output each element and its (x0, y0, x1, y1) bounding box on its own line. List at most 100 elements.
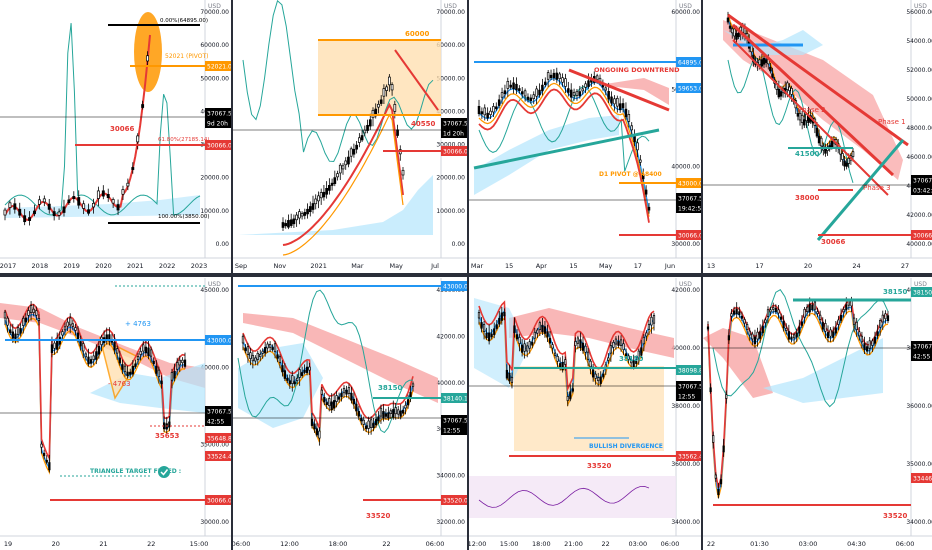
p8-candle (706, 326, 710, 330)
currency-label: USD (914, 3, 927, 10)
p3-candle (546, 72, 550, 80)
p5-candle (42, 453, 46, 457)
p7-candle (650, 316, 653, 326)
p1-candle (106, 194, 110, 199)
phase-2-line (731, 23, 895, 177)
x-tick-label: Apr (536, 262, 548, 270)
rsi-panel-bg (469, 476, 676, 518)
p2-candle (322, 191, 326, 198)
chart-panel-6[interactable]: 45000.0042000.0040000.0036000.0034000.00… (233, 278, 467, 550)
p2-candle (355, 144, 358, 150)
p5-candle (176, 362, 179, 370)
resistance-price-tag-text: 38150.00 (913, 290, 932, 297)
p8-candle (855, 321, 858, 330)
red-ma-line (4, 303, 186, 462)
p2-candle (379, 99, 383, 104)
p6-candle (261, 350, 264, 354)
chart-panel-4[interactable]: 56000.00 54000.00 52000.00 50000.00 48000.00… (703, 0, 932, 272)
p5-candle (144, 346, 148, 354)
currency-label: USD (444, 3, 457, 10)
p6-candle (296, 377, 299, 381)
chart-panel-7[interactable]: 42000.00 40000.00 38000.00 36000.00 34000.00… (469, 278, 702, 550)
countdown-tag-text: 42:55 (207, 419, 224, 426)
p6-candle (387, 412, 390, 419)
p7-candle (640, 347, 643, 356)
p6-candle (411, 383, 415, 387)
p5-candle (50, 344, 54, 353)
p1-candle (87, 209, 91, 214)
p5-candle (71, 323, 74, 327)
orange-range-box (318, 40, 441, 115)
p4-candle (758, 59, 762, 66)
p3-candle (552, 72, 556, 78)
p5-candle (3, 311, 7, 319)
support-label: 30066 (821, 238, 845, 246)
p5-candle (97, 345, 101, 355)
p8-candle (725, 394, 728, 399)
y-tick-label: 34000.00 (671, 519, 700, 526)
currency-label: USD (679, 281, 692, 288)
x-tick-label: 22 (707, 540, 715, 548)
p1-candle (42, 198, 46, 203)
countdown-tag (441, 425, 467, 435)
red-ma-line (282, 102, 404, 246)
p8-candle (879, 320, 882, 328)
chart-panel-5[interactable]: 45000.00 40000.00 35000.00 30000.00 19 20 21 22… (0, 278, 231, 550)
x-tick-label: Mar (471, 262, 484, 270)
p4-candle (779, 91, 783, 97)
chart-panel-1[interactable]: 70000.0060000.0050000.0040000.0030000.00… (0, 0, 231, 272)
p3-candle (523, 90, 527, 97)
p7-candle (564, 359, 567, 365)
p6-candle (298, 369, 301, 378)
p3-candle (480, 111, 484, 115)
p4-candle (843, 160, 846, 167)
x-tick-label: 01:30 (750, 540, 769, 548)
y-tick-label: 70000.00 (436, 9, 465, 16)
chart-panel-3[interactable]: 60000.0050000.0040000.0030000.00Mar15Apr… (469, 0, 702, 272)
p8-candle (730, 313, 733, 317)
p6-candle (350, 392, 353, 401)
y-tick-label: 50000.00 (436, 75, 465, 82)
p6-candle (305, 366, 309, 373)
p6-candle (337, 396, 341, 400)
p8-candle (777, 309, 780, 314)
p7-candle (515, 334, 519, 340)
chart-panel-2[interactable]: 70000.00 60000.00 50000.00 40000.00 30000.00… (233, 0, 467, 272)
p3-candle (584, 83, 587, 88)
x-tick-label: 27 (901, 262, 909, 270)
x-tick-label: Sep (235, 262, 247, 270)
p2-candle (325, 188, 328, 195)
y-tick-label: 60000.00 (671, 9, 700, 16)
p6-candle (355, 403, 358, 412)
p4-candle (800, 114, 804, 123)
p4-candle (798, 112, 802, 121)
p6-candle (342, 387, 346, 394)
teal-indicator-line (237, 289, 414, 434)
countdown-tag (676, 391, 702, 401)
teal-indicator-line (242, 0, 434, 163)
x-tick-label: 2018 (32, 262, 49, 270)
p4-candle (764, 59, 768, 63)
x-tick-label: 15 (569, 262, 577, 270)
p8-candle (787, 331, 790, 340)
p2-candle (344, 160, 348, 166)
p6-candle (241, 335, 245, 344)
p8-candle (858, 331, 861, 337)
p6-candle (401, 409, 405, 414)
low2-price-tag-text: 33524.46 (207, 454, 231, 461)
p4-candle (824, 149, 827, 154)
p8-candle (808, 303, 811, 313)
p1-candle (77, 197, 81, 206)
chart-panel-8[interactable]: 40000.0038000.0036000.0035000.0034000.00… (703, 278, 932, 550)
p5-candle (181, 359, 184, 364)
p8-candle (852, 317, 856, 325)
p1-candle (126, 182, 130, 187)
support-price-tag (441, 495, 467, 505)
x-tick-label: 06:00 (896, 540, 915, 548)
p4-candle (786, 82, 789, 91)
p6-candle (397, 409, 400, 415)
p8-candle (719, 479, 723, 485)
p6-candle (406, 399, 410, 406)
p3-candle (486, 112, 489, 119)
ichimoku-cloud-red (599, 78, 669, 105)
